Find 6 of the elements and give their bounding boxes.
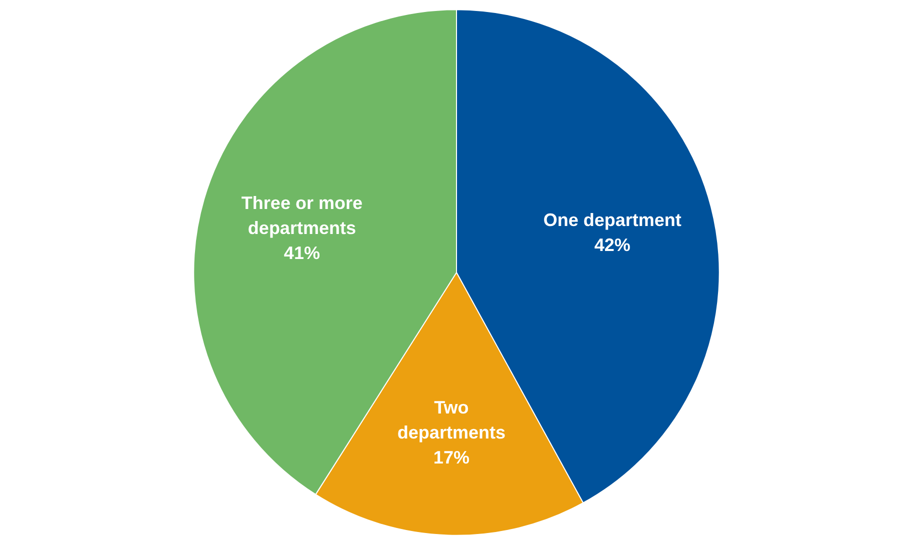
data-label: 42% xyxy=(594,235,630,256)
slice-label: Two departments xyxy=(397,397,506,442)
slice-label: One department xyxy=(543,210,682,230)
slice-label: Three or more departments xyxy=(241,192,362,238)
data-label: 17% xyxy=(433,447,470,468)
data-label: 41% xyxy=(284,242,320,263)
